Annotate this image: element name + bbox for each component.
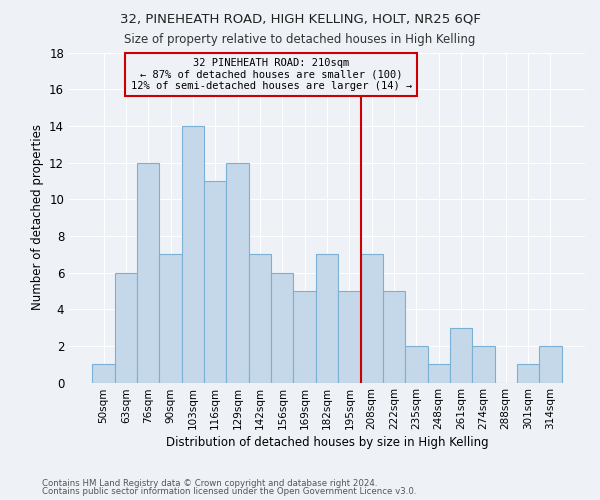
Bar [271, 272, 293, 382]
Bar [539, 346, 562, 383]
Bar [249, 254, 271, 382]
Text: 32, PINEHEATH ROAD, HIGH KELLING, HOLT, NR25 6QF: 32, PINEHEATH ROAD, HIGH KELLING, HOLT, … [119, 12, 481, 26]
Bar [450, 328, 472, 382]
Bar [226, 162, 249, 382]
Bar [517, 364, 539, 382]
Y-axis label: Number of detached properties: Number of detached properties [31, 124, 44, 310]
Bar [383, 291, 405, 382]
Bar [182, 126, 204, 382]
Bar [472, 346, 494, 383]
Text: Size of property relative to detached houses in High Kelling: Size of property relative to detached ho… [124, 32, 476, 46]
Bar [137, 162, 160, 382]
Text: Contains HM Land Registry data © Crown copyright and database right 2024.: Contains HM Land Registry data © Crown c… [42, 478, 377, 488]
Bar [428, 364, 450, 382]
Text: 32 PINEHEATH ROAD: 210sqm
← 87% of detached houses are smaller (100)
12% of semi: 32 PINEHEATH ROAD: 210sqm ← 87% of detac… [131, 58, 412, 91]
Bar [293, 291, 316, 382]
Bar [115, 272, 137, 382]
Bar [361, 254, 383, 382]
Bar [338, 291, 361, 382]
Bar [316, 254, 338, 382]
Bar [405, 346, 428, 383]
Bar [92, 364, 115, 382]
Bar [160, 254, 182, 382]
Text: Contains public sector information licensed under the Open Government Licence v3: Contains public sector information licen… [42, 487, 416, 496]
X-axis label: Distribution of detached houses by size in High Kelling: Distribution of detached houses by size … [166, 436, 488, 450]
Bar [204, 181, 226, 382]
